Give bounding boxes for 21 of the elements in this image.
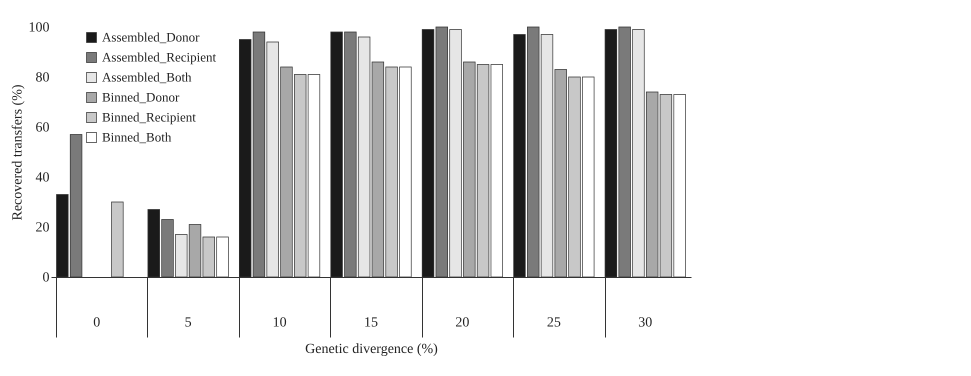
legend-label: Binned_Donor: [102, 90, 180, 104]
x-tick-label: 5: [184, 316, 192, 330]
legend-label: Assembled_Recipient: [102, 50, 216, 64]
x-tick-label: 0: [93, 316, 100, 330]
y-tick-label: 20: [36, 220, 50, 236]
legend-label: Binned_Recipient: [102, 110, 196, 124]
y-tick-label: 40: [36, 170, 50, 186]
legend-label: Binned_Both: [102, 130, 172, 144]
legend-label: Assembled_Donor: [102, 30, 200, 44]
x-tick-label: 10: [272, 316, 287, 330]
y-tick-label: 80: [36, 70, 50, 86]
x-axis-title: Genetic divergence (%): [305, 342, 438, 357]
y-tick-label: 100: [28, 20, 50, 36]
y-tick-label: 0: [42, 270, 50, 286]
x-tick-label: 15: [364, 316, 378, 330]
legend-label: Assembled_Both: [102, 70, 192, 84]
x-tick-label: 30: [638, 316, 652, 330]
y-tick-label: 60: [36, 120, 50, 136]
x-tick-label: 25: [546, 316, 561, 330]
x-tick-label: 20: [455, 316, 470, 330]
y-axis-title: Recovered transfers (%): [10, 84, 26, 221]
